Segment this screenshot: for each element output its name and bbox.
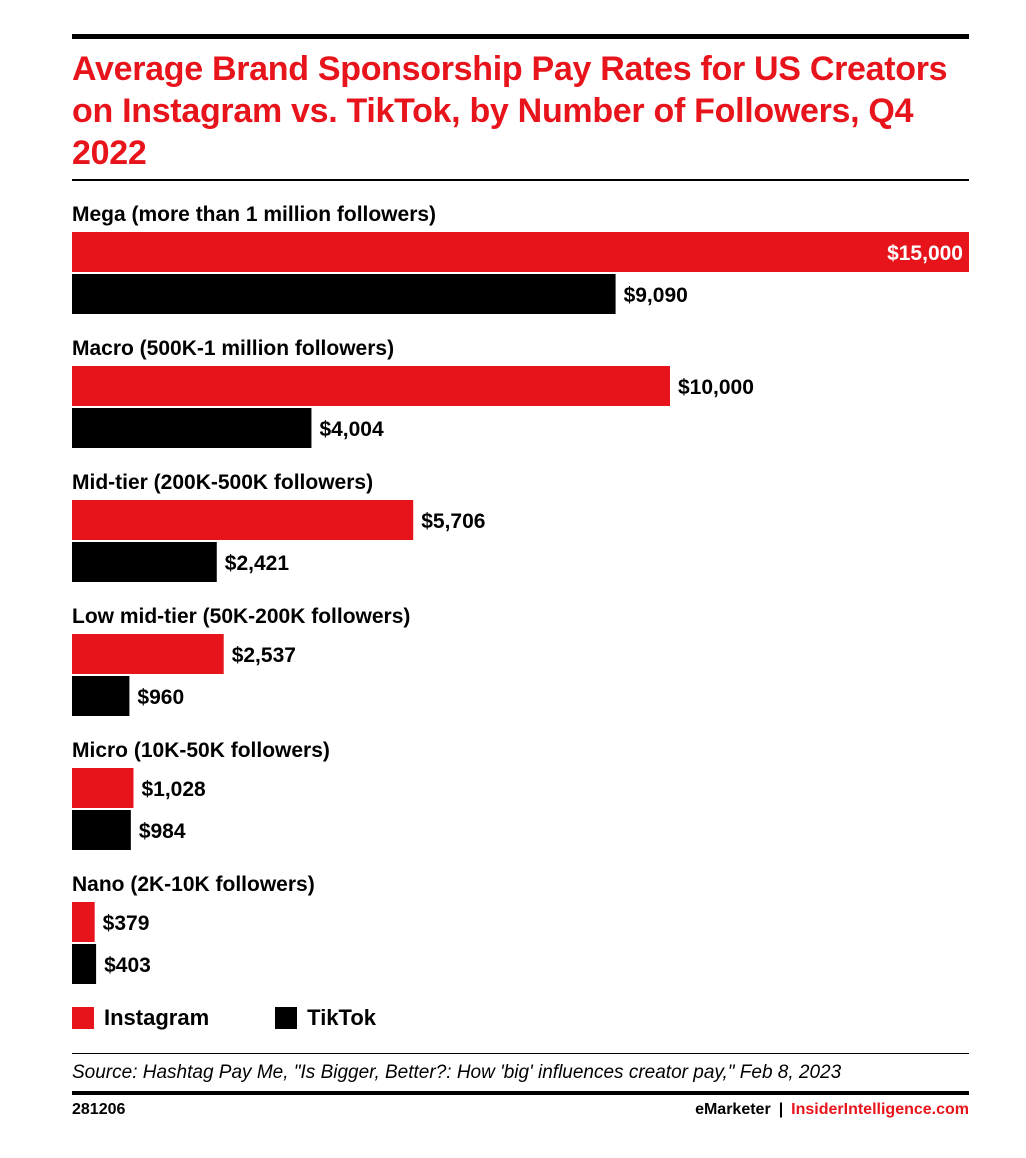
category-label: Low mid-tier (50K-200K followers) (72, 605, 410, 628)
bar-tiktok (72, 408, 312, 448)
bar-instagram (72, 768, 134, 808)
top-rule (72, 34, 969, 39)
bar-tiktok (72, 542, 217, 582)
bar-tiktok (72, 274, 616, 314)
legend-item-instagram: Instagram (72, 1005, 209, 1031)
category-label: Macro (500K-1 million followers) (72, 337, 394, 360)
value-label-tiktok: $403 (104, 954, 151, 977)
value-label-instagram: $5,706 (421, 510, 485, 533)
bar-chart: Mega (more than 1 million followers) $15,… (72, 203, 969, 984)
category-label: Mega (more than 1 million followers) (72, 203, 436, 226)
category-label: Micro (10K-50K followers) (72, 739, 330, 762)
brand-emarketer: eMarketer (695, 1101, 771, 1118)
value-label-tiktok: $9,090 (624, 284, 688, 307)
bar-tiktok (72, 676, 130, 716)
bar-instagram (72, 902, 95, 942)
value-label-instagram: $1,028 (141, 778, 206, 801)
bar-instagram (72, 634, 224, 674)
legend-swatch-tiktok (275, 1007, 298, 1029)
bar-tiktok (72, 810, 131, 850)
value-label-instagram: $10,000 (678, 376, 754, 399)
legend-swatch-instagram (72, 1007, 94, 1029)
legend-item-tiktok: TikTok (275, 1005, 376, 1031)
legend-label-tiktok: TikTok (307, 1005, 377, 1030)
bar-instagram (72, 500, 414, 540)
value-label-instagram: $2,537 (232, 644, 296, 667)
category-label: Nano (2K-10K followers) (72, 873, 315, 896)
value-label-tiktok: $4,004 (319, 418, 384, 441)
value-label-tiktok: $960 (137, 686, 184, 709)
value-label-instagram: $379 (103, 912, 150, 935)
footer-rule (72, 1091, 969, 1095)
title-rule (72, 179, 969, 181)
legend-label-instagram: Instagram (104, 1005, 210, 1030)
chart-title: Average Brand Sponsorship Pay Rates for … (72, 50, 948, 172)
brand-separator: | (778, 1101, 784, 1118)
brand-insider-intelligence: InsiderIntelligence.com (791, 1101, 969, 1118)
brand-credit: eMarketer | InsiderIntelligence.com (695, 1101, 969, 1119)
bar-instagram (72, 232, 969, 272)
bar-instagram (72, 366, 670, 406)
chart-id: 281206 (72, 1101, 126, 1118)
source-note: Source: Hashtag Pay Me, "Is Bigger, Bett… (72, 1062, 842, 1083)
value-label-instagram: $15,000 (887, 242, 963, 265)
legend: Instagram TikTok (72, 1004, 442, 1032)
category-label: Mid-tier (200K-500K followers) (72, 471, 373, 494)
source-rule (72, 1053, 969, 1054)
value-label-tiktok: $2,421 (225, 552, 290, 575)
value-label-tiktok: $984 (139, 820, 186, 843)
bar-tiktok (72, 944, 97, 984)
